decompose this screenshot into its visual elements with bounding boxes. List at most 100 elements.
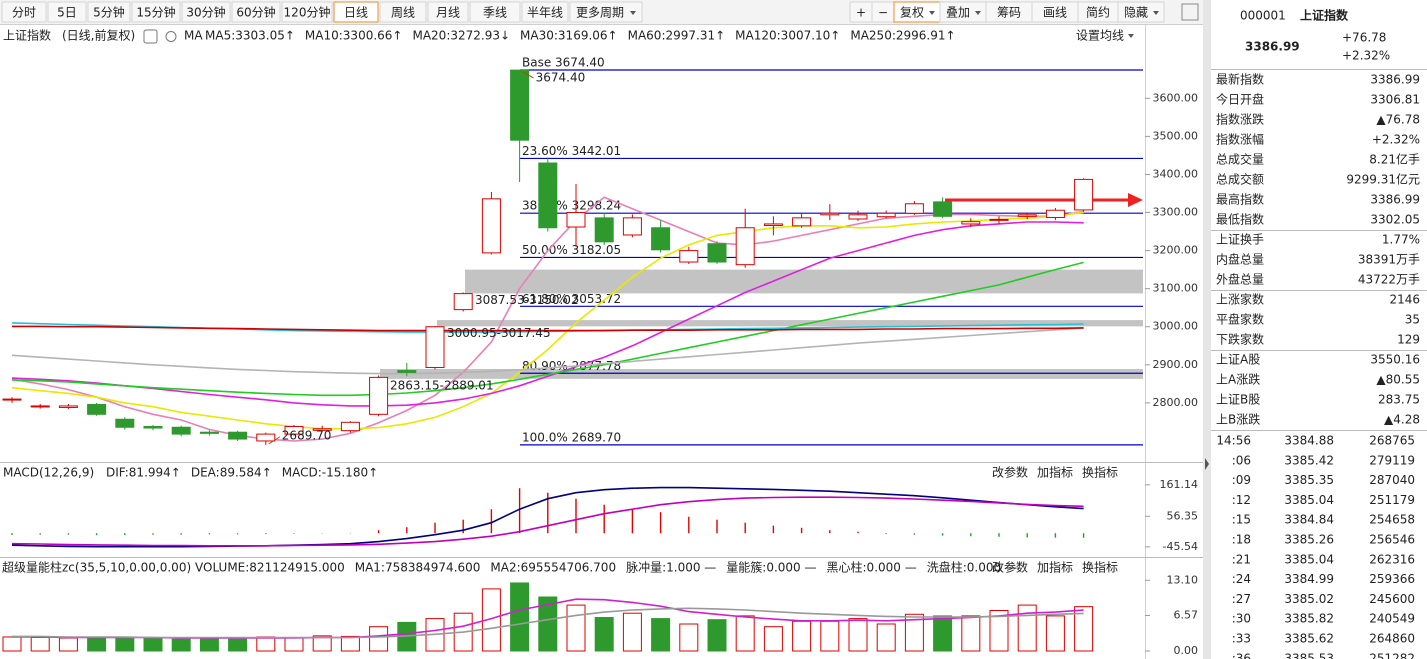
quote-value: 38391万手: [1358, 253, 1420, 267]
stock-name: 上证指数: [1300, 8, 1349, 23]
tick-volume: 259366: [1369, 572, 1415, 586]
y-tick-label: 0.00: [1174, 644, 1199, 657]
period-tab-label[interactable]: 半年线: [527, 6, 563, 20]
candle-body: [284, 425, 304, 435]
tick-volume: 268765: [1369, 434, 1415, 448]
tool-button-label[interactable]: +: [856, 6, 866, 20]
tick-time: 14:56: [1216, 434, 1251, 448]
tool-button-label[interactable]: 画线: [1043, 6, 1067, 20]
tool-button-label[interactable]: −: [878, 6, 888, 20]
period-tab-label[interactable]: 15分钟: [136, 5, 175, 20]
period-tab[interactable]: [131, 1, 181, 23]
panel-button[interactable]: 换指标: [1082, 465, 1118, 480]
panel-button[interactable]: 加指标: [1037, 560, 1073, 575]
splitter[interactable]: [1203, 0, 1211, 659]
volume-bar: [763, 626, 783, 652]
tick-volume: 254658: [1369, 513, 1415, 527]
ma-line: [11, 221, 1084, 407]
y-tick-label: 3100.00: [1153, 282, 1199, 295]
dropdown-caret: [1128, 34, 1134, 38]
candle-body: [651, 227, 671, 251]
volume-bar: [340, 635, 360, 652]
tick-price: 3385.53: [1284, 651, 1334, 659]
candle-body: [735, 227, 755, 266]
period-tab-label[interactable]: 季线: [483, 6, 507, 20]
period-tab-label[interactable]: 月线: [436, 6, 460, 20]
period-tab-label[interactable]: 日线: [344, 6, 368, 20]
volume-bar: [312, 635, 332, 652]
settings-link[interactable]: 设置均线: [1076, 29, 1124, 43]
tool-button-label[interactable]: 隐藏: [1124, 6, 1148, 20]
legend-label: MACD:-15.180↑: [282, 466, 378, 480]
quote-value: ▲4.28: [1384, 413, 1420, 427]
quote-value: 3386.99: [1370, 73, 1420, 87]
y-tick-label: 3500.00: [1153, 129, 1199, 142]
period-tab[interactable]: [333, 1, 379, 23]
period-tab-label[interactable]: 5日: [57, 6, 77, 20]
period-tab-label[interactable]: 更多周期: [576, 6, 624, 20]
panel-button[interactable]: 改参数: [992, 560, 1028, 575]
period-tab[interactable]: [569, 1, 643, 23]
candle-body: [2, 398, 22, 401]
volume-bar: [538, 596, 558, 652]
tool-button-label[interactable]: 叠加: [946, 6, 970, 20]
tick-price: 3385.02: [1284, 592, 1334, 606]
stock-code: 000001: [1240, 9, 1286, 23]
tool-button-label[interactable]: 简约: [1086, 5, 1110, 20]
quote-label: 指数涨幅: [1216, 132, 1264, 147]
ma-line: [11, 327, 1084, 375]
period-tab-label[interactable]: 周线: [391, 6, 415, 20]
tick-volume: 251179: [1369, 493, 1415, 507]
help-icon[interactable]: [143, 29, 158, 44]
period-tab[interactable]: [281, 1, 333, 23]
price-change-pct: +2.32%: [1342, 49, 1390, 63]
candle-body: [58, 405, 78, 408]
legend-label: 脉冲量:1.000 —: [626, 560, 716, 575]
panel-button[interactable]: 换指标: [1082, 560, 1118, 575]
volume-bar: [848, 618, 868, 652]
period-tab-label[interactable]: 60分钟: [236, 5, 275, 20]
quote-value: ▲76.78: [1376, 113, 1420, 127]
period-tab[interactable]: [231, 1, 281, 23]
quote-label: 下跌家数: [1216, 332, 1264, 347]
panel-button[interactable]: 加指标: [1037, 465, 1073, 480]
ma-line: [11, 261, 1084, 397]
tick-volume: 251282: [1369, 651, 1415, 659]
tool-button[interactable]: [1117, 1, 1165, 23]
period-tab-label[interactable]: 120分钟: [284, 5, 331, 20]
period-tab[interactable]: [469, 1, 521, 23]
period-tab-label[interactable]: 30分钟: [186, 5, 225, 20]
dropdown-caret: [1153, 11, 1159, 15]
panel-button[interactable]: 改参数: [992, 465, 1028, 480]
period-tab[interactable]: [379, 1, 427, 23]
fullscreen-icon[interactable]: [1181, 3, 1199, 21]
tick-time: :15: [1232, 513, 1251, 527]
legend-label: MA5:3303.05↑: [205, 29, 295, 43]
candle-body: [143, 425, 163, 429]
tick-volume: 262316: [1369, 552, 1415, 566]
volume-bar: [256, 636, 276, 652]
tool-button-label[interactable]: 复权: [900, 6, 924, 20]
quote-label: 指数涨跌: [1216, 112, 1264, 127]
period-tab[interactable]: [427, 1, 469, 23]
candle-body: [876, 212, 896, 218]
candle-body: [622, 217, 642, 236]
volume-bar: [989, 610, 1009, 652]
period-tab-label[interactable]: 5分钟: [93, 5, 125, 20]
tool-button-label[interactable]: 筹码: [997, 6, 1021, 20]
settings-icon[interactable]: [165, 31, 177, 42]
period-tab[interactable]: [521, 1, 569, 23]
legend-label: MA120:3007.10↑: [735, 29, 840, 43]
candle-body: [933, 201, 953, 217]
period-tab-label[interactable]: 分时: [12, 6, 36, 20]
y-tick-label: 56.35: [1167, 509, 1199, 522]
volume-bar: [115, 638, 135, 652]
period-tab[interactable]: [47, 1, 87, 23]
quote-label: 今日开盘: [1216, 92, 1264, 107]
ma-label: MA: [184, 29, 203, 43]
period-tab[interactable]: [1, 1, 47, 23]
period-tab[interactable]: [181, 1, 231, 23]
period-tab[interactable]: [87, 1, 131, 23]
candle-body: [1074, 178, 1094, 211]
